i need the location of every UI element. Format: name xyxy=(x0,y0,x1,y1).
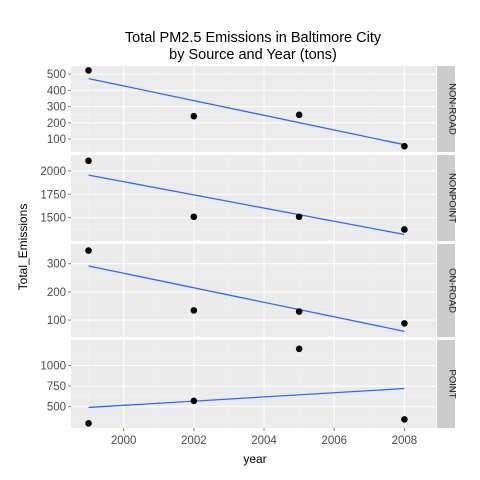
chart-title-line-2: by Source and Year (tons) xyxy=(169,47,337,63)
facet-strip xyxy=(437,66,455,152)
facet-point: 500 750 1000 POINT xyxy=(40,340,458,428)
y-tick-label: 500 xyxy=(47,69,66,81)
y-tick-label: 400 xyxy=(47,85,66,97)
y-tick-label: 300 xyxy=(47,102,66,114)
data-point xyxy=(295,345,303,353)
y-tick-label: 100 xyxy=(47,134,66,146)
data-point xyxy=(295,213,303,221)
data-point xyxy=(85,157,92,165)
y-tick-label: 100 xyxy=(47,315,66,327)
y-tick-label: 1750 xyxy=(40,189,66,201)
facet-non-road: 100 200 300 400 500 NON-ROAD xyxy=(47,66,458,152)
y-tick-label: 200 xyxy=(47,287,66,299)
facet-strip-label: NONPOINT xyxy=(447,173,458,223)
panel-background xyxy=(71,66,436,152)
data-point xyxy=(190,213,198,221)
y-tick-label: 2000 xyxy=(40,166,66,178)
data-point xyxy=(401,142,408,150)
data-point xyxy=(85,67,92,74)
facet-on-road: 100 200 300 ON-ROAD xyxy=(47,244,458,337)
chart-title-line-1: Total PM2.5 Emissions in Baltimore City xyxy=(125,30,382,46)
facet-strip-label: ON-ROAD xyxy=(447,268,458,313)
y-tick-label: 750 xyxy=(47,381,66,393)
facet-nonpoint: 1500 1750 2000 NONPOINT xyxy=(40,155,458,241)
y-tick-label: 200 xyxy=(47,118,66,130)
facet-strip-label: NON-ROAD xyxy=(447,83,458,135)
panel-background xyxy=(71,244,436,337)
y-axis-label: Total_Emissions xyxy=(16,204,30,291)
y-tick-label: 300 xyxy=(47,259,66,271)
x-axis: 2000 2002 2004 2006 2008 xyxy=(111,428,417,447)
facet-strip xyxy=(437,155,455,241)
x-tick-label: 2004 xyxy=(251,435,277,447)
trend-line xyxy=(88,265,405,333)
data-point xyxy=(85,420,92,427)
panel-background xyxy=(71,340,436,428)
x-tick-label: 2008 xyxy=(392,435,418,447)
data-point xyxy=(401,416,408,423)
data-point xyxy=(295,111,303,119)
data-point xyxy=(295,308,303,315)
panel-background xyxy=(71,155,436,241)
y-tick-label: 500 xyxy=(47,402,66,414)
trend-line xyxy=(88,387,405,409)
data-point xyxy=(190,397,198,405)
x-axis-label: year xyxy=(243,452,266,466)
trend-line xyxy=(88,77,405,146)
y-tick-label: 1000 xyxy=(40,360,66,372)
x-tick-label: 2000 xyxy=(111,435,137,447)
facet-strip-label: POINT xyxy=(447,369,458,398)
data-point xyxy=(401,320,408,327)
data-point xyxy=(190,112,198,120)
data-point xyxy=(401,226,408,233)
facet-panels: 100 200 300 400 500 NON-ROAD 1500 1750 2000 NONPO… xyxy=(40,66,458,428)
x-tick-label: 2002 xyxy=(181,435,207,447)
trend-line xyxy=(88,174,405,236)
y-tick-label: 1500 xyxy=(40,213,66,225)
data-point xyxy=(190,307,198,314)
x-tick-label: 2006 xyxy=(321,435,347,447)
facet-strip xyxy=(437,340,455,428)
data-point xyxy=(85,247,92,254)
facet-strip xyxy=(437,244,455,337)
